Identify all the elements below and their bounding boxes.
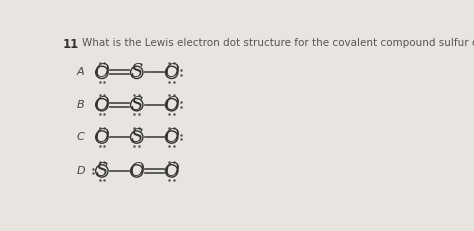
Text: D: D — [76, 166, 85, 176]
Text: O: O — [94, 63, 109, 81]
Text: O: O — [129, 162, 144, 180]
Text: O: O — [164, 96, 179, 114]
Text: O: O — [94, 128, 109, 146]
Text: 11: 11 — [63, 39, 79, 52]
Text: O: O — [164, 162, 179, 180]
Text: O: O — [164, 63, 179, 81]
Text: What is the Lewis electron dot structure for the covalent compound sulfur dioxid: What is the Lewis electron dot structure… — [82, 39, 474, 49]
Text: S: S — [130, 96, 143, 114]
Text: S: S — [130, 63, 143, 81]
Text: B: B — [76, 100, 84, 110]
Text: S: S — [130, 128, 143, 146]
Text: O: O — [164, 128, 179, 146]
Text: S: S — [96, 162, 108, 180]
Text: O: O — [94, 96, 109, 114]
Text: A: A — [76, 67, 84, 77]
Text: C: C — [76, 132, 84, 142]
